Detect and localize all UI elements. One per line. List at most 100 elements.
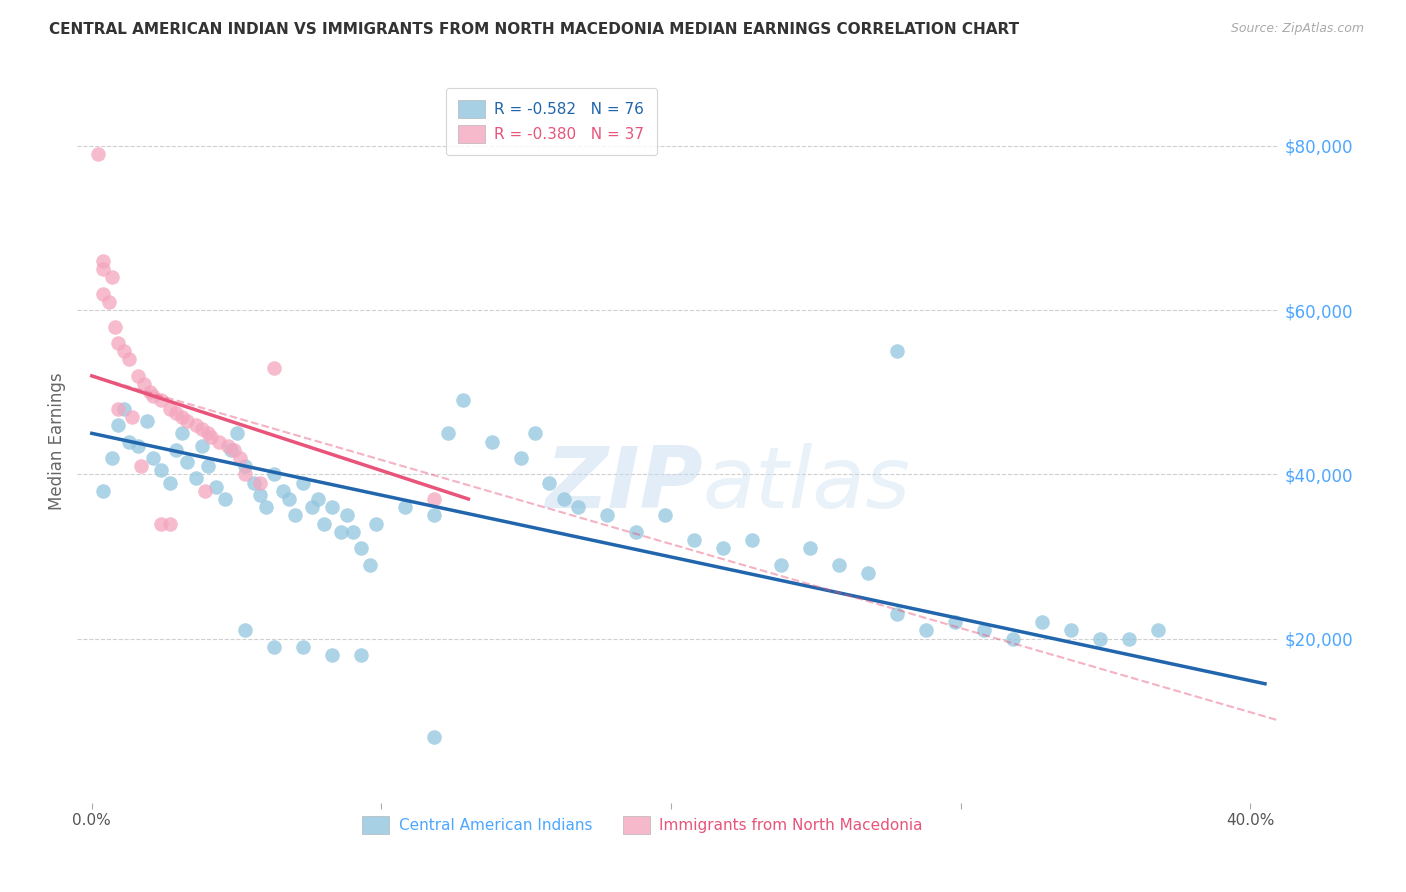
Point [135, 414, 157, 428]
Point [191, 439, 214, 453]
Point [121, 409, 143, 424]
Point [118, 352, 141, 367]
Point [271, 483, 294, 498]
Point [217, 439, 239, 453]
Point [1088, 632, 1111, 646]
Point [222, 442, 245, 457]
Point [336, 508, 359, 523]
Point [170, 426, 193, 441]
Point [98, 295, 121, 310]
Point [191, 422, 214, 436]
Point [150, 516, 173, 531]
Point [112, 344, 135, 359]
Point [112, 401, 135, 416]
Point [93, 262, 115, 277]
Point [1001, 632, 1024, 646]
Point [828, 558, 851, 572]
Point [225, 426, 247, 441]
Point [233, 624, 256, 638]
Point [93, 253, 115, 268]
Point [711, 541, 734, 556]
Point [538, 475, 561, 490]
Point [150, 393, 173, 408]
Point [101, 450, 124, 465]
Point [437, 426, 460, 441]
Point [394, 500, 416, 515]
Point [307, 491, 329, 506]
Point [159, 401, 181, 416]
Point [107, 336, 129, 351]
Point [524, 426, 547, 441]
Point [284, 508, 307, 523]
Point [170, 409, 193, 424]
Point [321, 648, 343, 662]
Point [886, 344, 908, 359]
Point [165, 406, 187, 420]
Point [567, 500, 589, 515]
Point [93, 483, 115, 498]
Point [142, 450, 165, 465]
Point [176, 455, 198, 469]
Point [104, 319, 127, 334]
Point [228, 450, 250, 465]
Text: CENTRAL AMERICAN INDIAN VS IMMIGRANTS FROM NORTH MACEDONIA MEDIAN EARNINGS CORRE: CENTRAL AMERICAN INDIAN VS IMMIGRANTS FR… [49, 22, 1019, 37]
Point [1060, 624, 1083, 638]
Point [197, 459, 219, 474]
Point [973, 624, 995, 638]
Point [626, 524, 648, 539]
Point [943, 615, 966, 630]
Y-axis label: Median Earnings: Median Earnings [48, 373, 66, 510]
Point [654, 508, 676, 523]
Point [165, 442, 187, 457]
Point [159, 516, 181, 531]
Point [132, 377, 155, 392]
Point [107, 418, 129, 433]
Point [159, 475, 181, 490]
Point [292, 475, 315, 490]
Point [886, 607, 908, 621]
Point [263, 467, 285, 482]
Legend: Central American Indians, Immigrants from North Macedonia: Central American Indians, Immigrants fro… [350, 804, 935, 846]
Point [350, 541, 373, 556]
Point [214, 491, 236, 506]
Point [799, 541, 821, 556]
Point [553, 491, 575, 506]
Point [254, 500, 277, 515]
Point [915, 624, 938, 638]
Point [249, 488, 271, 502]
Point [770, 558, 793, 572]
Point [422, 730, 444, 744]
Point [263, 640, 285, 654]
Point [101, 270, 124, 285]
Point [184, 471, 207, 485]
Point [422, 491, 444, 506]
Point [1031, 615, 1053, 630]
Point [129, 459, 152, 474]
Point [364, 516, 387, 531]
Point [1118, 632, 1140, 646]
Point [856, 566, 879, 580]
Point [127, 439, 149, 453]
Point [93, 286, 115, 301]
Point [127, 368, 149, 383]
Point [1146, 624, 1168, 638]
Point [596, 508, 619, 523]
Point [249, 475, 271, 490]
Point [184, 418, 207, 433]
Point [683, 533, 706, 547]
Text: atlas: atlas [703, 443, 911, 526]
Point [451, 393, 474, 408]
Point [205, 480, 228, 494]
Point [481, 434, 503, 449]
Point [200, 430, 222, 444]
Point [219, 442, 242, 457]
Point [350, 648, 373, 662]
Point [233, 459, 256, 474]
Point [194, 483, 217, 498]
Point [277, 491, 299, 506]
Point [422, 508, 444, 523]
Point [263, 360, 285, 375]
Point [150, 463, 173, 477]
Point [321, 500, 343, 515]
Point [86, 147, 108, 161]
